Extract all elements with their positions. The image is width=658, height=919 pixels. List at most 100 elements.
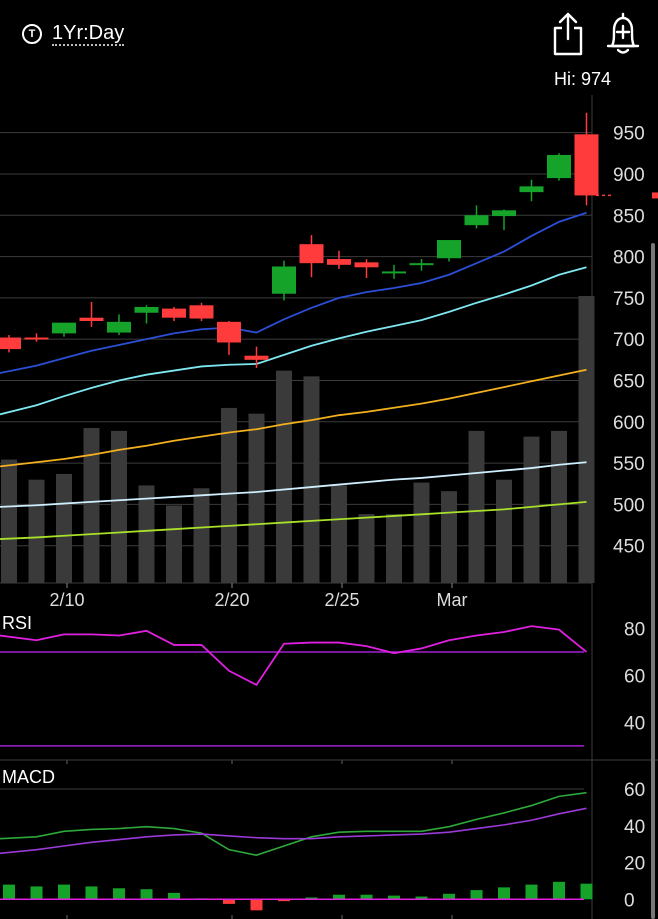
candle-body	[134, 306, 159, 313]
macd-histogram-bar	[360, 894, 373, 900]
candle-body	[574, 134, 599, 196]
volume-bar	[166, 505, 182, 583]
candlestick	[327, 250, 351, 269]
high-price-label: Hi: 974	[554, 69, 612, 89]
candle-body	[162, 308, 186, 318]
candle-body	[299, 244, 324, 264]
candle-body	[189, 305, 214, 319]
macd-line	[0, 791, 587, 857]
time-range-selector[interactable]: T 1Yr:Day	[22, 20, 125, 48]
macd-histogram-bar	[580, 883, 593, 900]
candlestick	[464, 205, 489, 229]
macd-histogram-bar	[58, 884, 70, 900]
price-tick-label: 650	[613, 371, 645, 392]
candlestick	[519, 179, 544, 202]
volume-bar	[303, 376, 320, 583]
candlestick	[272, 260, 296, 301]
moving-average-line	[0, 461, 587, 508]
candlestick	[547, 153, 571, 181]
macd-tick-label: 40	[624, 817, 645, 838]
candlestick	[24, 333, 49, 342]
macd-histogram-bar	[498, 887, 510, 900]
candle-body	[519, 186, 544, 193]
date-tick-label: Mar	[437, 590, 468, 610]
volume-bar	[468, 430, 485, 583]
moving-average-line	[0, 501, 587, 540]
candlestick	[217, 321, 241, 355]
candlestick	[574, 112, 599, 206]
candlestick	[244, 346, 269, 369]
macd-histogram-bar	[470, 890, 483, 900]
rsi-panel: RSI 80 60 40	[0, 613, 658, 761]
macd-histogram-bar	[525, 884, 538, 900]
price-tick-label: 900	[613, 165, 645, 186]
candlesticks	[0, 112, 599, 369]
candlestick	[354, 259, 379, 279]
time-range-label: 1Yr:Day	[52, 22, 125, 46]
share-button[interactable]	[548, 12, 588, 56]
volume-bar	[358, 514, 375, 583]
candle-body	[0, 337, 21, 350]
volume-bar	[386, 514, 402, 583]
candlestick	[0, 335, 21, 353]
price-tick-label: 550	[613, 454, 645, 475]
candlestick	[107, 314, 131, 336]
macd-histogram-bar	[113, 888, 125, 900]
volume-bar	[138, 485, 155, 583]
volume-bar	[496, 479, 512, 583]
add-alert-bell-icon	[606, 12, 640, 54]
candlestick	[162, 306, 186, 321]
candle-body	[409, 263, 434, 266]
candle-body	[437, 240, 461, 259]
add-alert-button[interactable]	[603, 12, 643, 56]
candlestick	[189, 302, 214, 321]
price-tick-label: 600	[613, 413, 645, 434]
candlestick	[382, 264, 406, 279]
moving-average-lines	[0, 211, 587, 540]
range-type-icon: T	[22, 24, 42, 44]
last-price-marker	[652, 192, 658, 199]
macd-tick-label: 0	[624, 890, 635, 911]
moving-average-line	[0, 368, 587, 468]
volume-bar	[56, 473, 72, 583]
rsi-tick-label: 40	[624, 713, 645, 734]
candle-body	[354, 262, 379, 268]
chart-scroll-indicator[interactable]	[651, 243, 655, 919]
date-tick-label: 2/10	[49, 590, 84, 610]
candle-body	[382, 271, 406, 274]
volume-bar	[83, 428, 100, 583]
price-tick-label: 700	[613, 330, 645, 351]
volume-bar	[276, 370, 292, 583]
candlestick	[134, 305, 159, 324]
price-axis: 950 900 850 800 750 700 650 600 550 500 450	[596, 124, 658, 558]
candle-body	[464, 215, 489, 226]
candlestick	[79, 302, 104, 327]
candlestick	[52, 322, 76, 337]
candlestick	[437, 240, 461, 262]
macd-histogram-bar	[140, 889, 153, 900]
candle-body	[547, 154, 571, 179]
volume-bar	[331, 485, 347, 583]
candle-body	[244, 355, 269, 360]
macd-title: MACD	[2, 767, 55, 787]
candlestick	[409, 259, 434, 271]
volume-bar	[578, 296, 595, 583]
share-icon	[553, 12, 583, 56]
volume-bar	[248, 413, 265, 583]
volume-bar	[221, 407, 237, 583]
macd-histogram-bar	[3, 884, 15, 900]
macd-histogram-bar	[553, 881, 565, 900]
candle-body	[79, 317, 104, 321]
rsi-line	[0, 625, 588, 687]
candle-body	[492, 210, 516, 217]
volume-bar	[551, 430, 567, 583]
candle-body	[272, 266, 296, 294]
macd-histogram-bar	[333, 894, 345, 900]
candlestick	[299, 235, 324, 278]
price-tick-label: 750	[613, 289, 645, 310]
macd-panel: MACD 60 40 20 0	[0, 767, 645, 911]
macd-histogram-bar	[388, 895, 400, 900]
price-tick-label: 950	[613, 124, 645, 145]
macd-histogram-bar	[223, 899, 235, 904]
